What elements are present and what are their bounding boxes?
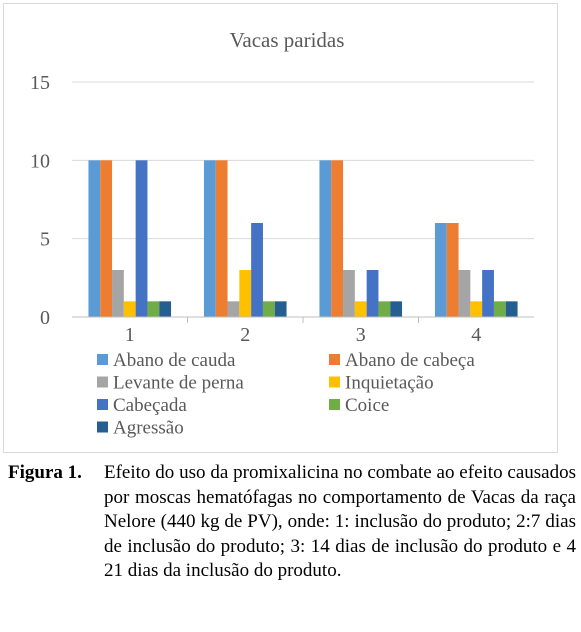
x-tick-label: 3: [356, 324, 366, 346]
caption-text: Efeito do uso da promixalicina no combat…: [104, 462, 576, 581]
y-tick-label: 10: [30, 150, 50, 172]
bar: [251, 223, 263, 317]
legend-label: Agressão: [113, 418, 184, 439]
chart-title: Vacas paridas: [230, 28, 345, 52]
bar: [215, 160, 228, 317]
legend-swatch: [97, 354, 108, 365]
figure-caption: Figura 1. Efeito do uso da promixalicina…: [8, 461, 576, 584]
x-tick-label: 1: [125, 324, 135, 346]
bar: [274, 301, 287, 317]
bar: [159, 301, 172, 317]
legend-swatch: [97, 399, 108, 410]
x-tick-label: 2: [240, 324, 250, 346]
bar: [505, 301, 518, 317]
legend-label: Abano de cabeça: [345, 350, 475, 371]
legend-swatch: [329, 399, 340, 410]
chart-frame: Vacas paridas 0 5 10 15 1 2 3 4 Abano de cauda A…: [3, 3, 558, 453]
bar: [378, 301, 391, 317]
y-tick-label: 15: [30, 72, 50, 94]
bar: [446, 223, 459, 317]
bar: [366, 270, 379, 317]
bar: [147, 301, 160, 317]
bars: [88, 160, 518, 317]
bar: [135, 160, 148, 317]
legend-label: Cabeçada: [113, 395, 187, 416]
bar: [470, 301, 483, 317]
bar: [331, 160, 344, 317]
bar: [482, 270, 494, 317]
bar: [88, 160, 101, 317]
bar: [319, 160, 332, 317]
y-tick-label: 5: [40, 229, 50, 251]
bar: [227, 301, 240, 317]
x-tick-label: 4: [471, 324, 481, 346]
legend-label: Coice: [345, 395, 389, 416]
bar: [100, 160, 113, 317]
bar: [203, 160, 216, 317]
legend-label: Abano de cauda: [113, 350, 236, 371]
legend: Abano de cauda Abano de cabeça Levante de …: [97, 350, 475, 439]
legend-swatch: [97, 376, 108, 388]
y-tick-label: 0: [40, 307, 50, 329]
caption-label: Figura 1.: [8, 462, 82, 483]
legend-swatch: [329, 354, 340, 365]
bar: [458, 270, 471, 317]
bar: [354, 301, 367, 317]
bar: [343, 270, 355, 317]
legend-label: Inquietação: [345, 373, 434, 394]
bar: [493, 301, 506, 317]
bar: [434, 223, 447, 317]
bar: [123, 301, 136, 317]
legend-label: Levante de perna: [113, 373, 244, 394]
legend-swatch: [97, 421, 108, 433]
legend-swatch: [329, 376, 340, 388]
bar: [262, 301, 275, 317]
bar: [112, 270, 124, 317]
axes: 0 5 10 15 1 2 3 4: [30, 72, 534, 346]
bar: [390, 301, 403, 317]
bar: [239, 270, 252, 317]
